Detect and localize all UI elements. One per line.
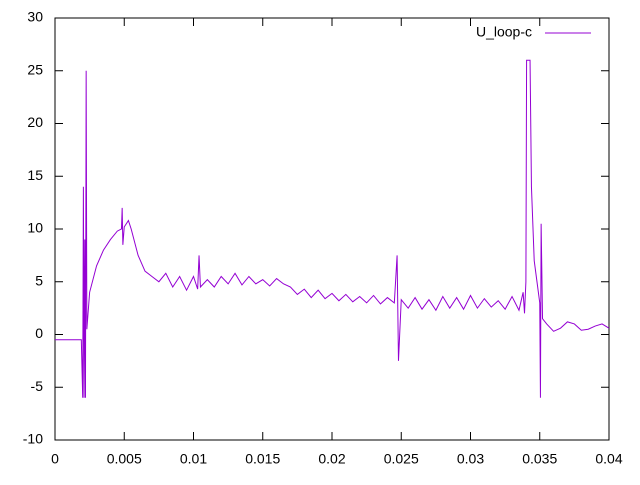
- legend-label: U_loop-c: [476, 24, 532, 40]
- x-tick-label: 0.04: [595, 451, 622, 467]
- x-tick-label: 0.025: [384, 451, 419, 467]
- y-tick-label: -5: [31, 378, 44, 394]
- y-tick-label: 15: [27, 167, 43, 183]
- x-tick-label: 0.015: [245, 451, 280, 467]
- x-tick-label: 0.005: [107, 451, 142, 467]
- x-tick-label: 0.035: [522, 451, 557, 467]
- y-tick-label: 25: [27, 61, 43, 77]
- x-tick-label: 0: [51, 451, 59, 467]
- x-tick-label: 0.03: [457, 451, 484, 467]
- data-line: [55, 59, 610, 398]
- y-tick-label: -10: [23, 431, 43, 447]
- y-tick-label: 5: [35, 272, 43, 288]
- y-tick-label: 30: [27, 9, 43, 25]
- y-tick-label: 20: [27, 114, 43, 130]
- y-tick-label: 0: [35, 325, 43, 341]
- y-tick-label: 10: [27, 220, 43, 236]
- x-tick-label: 0.01: [180, 451, 207, 467]
- x-tick-label: 0.02: [318, 451, 345, 467]
